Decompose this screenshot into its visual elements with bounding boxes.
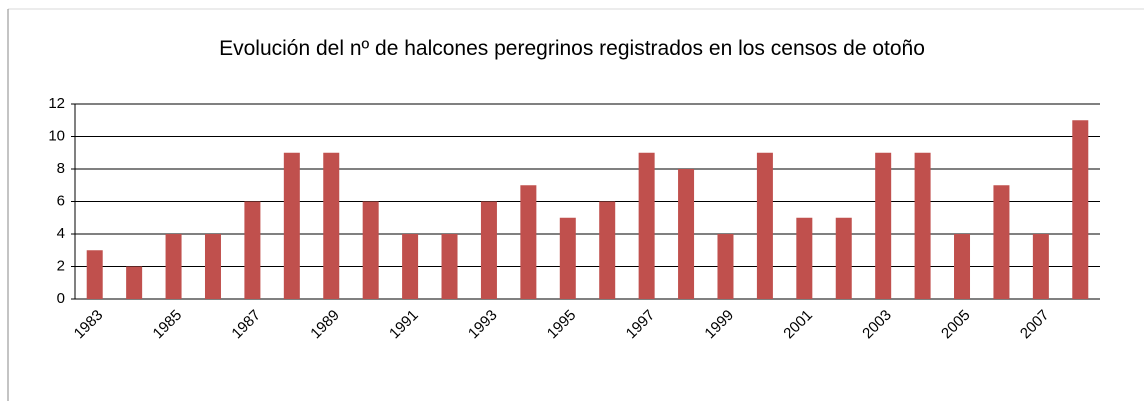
x-tick-label: 2007	[1017, 307, 1053, 343]
x-tick-label: 1989	[307, 307, 343, 343]
x-tick-label: 1993	[465, 307, 501, 343]
y-tick-label: 4	[57, 225, 65, 242]
bar	[717, 234, 734, 299]
bar	[678, 169, 695, 299]
y-tick-label: 2	[57, 257, 65, 274]
x-tick-label: 1999	[701, 307, 737, 343]
y-tick-label: 10	[48, 127, 65, 144]
bar	[599, 201, 616, 299]
bar	[283, 152, 300, 299]
bar	[323, 152, 340, 299]
bar	[362, 201, 379, 299]
bar	[126, 266, 143, 299]
x-tick-label: 2003	[859, 307, 895, 343]
bar	[402, 234, 419, 299]
bar	[875, 152, 892, 299]
bar	[480, 201, 497, 299]
bar	[1032, 234, 1049, 299]
bar	[86, 250, 103, 299]
x-tick-label: 1983	[71, 307, 107, 343]
x-tick-label: 1997	[623, 307, 659, 343]
bar	[520, 185, 537, 299]
bar	[756, 152, 773, 299]
x-tick-label: 1985	[150, 307, 186, 343]
bar	[559, 217, 576, 299]
bar	[954, 234, 971, 299]
bar	[244, 201, 261, 299]
bar	[914, 152, 931, 299]
bar	[993, 185, 1010, 299]
bar	[165, 234, 182, 299]
bar	[835, 217, 852, 299]
x-tick-label: 1995	[544, 307, 580, 343]
bar	[204, 234, 221, 299]
x-tick-label: 1991	[386, 307, 422, 343]
bar	[441, 234, 458, 299]
bar	[1072, 120, 1089, 299]
y-tick-label: 0	[57, 290, 65, 307]
y-tick-label: 8	[57, 160, 65, 177]
bar	[638, 152, 655, 299]
x-tick-label: 2005	[938, 307, 974, 343]
y-tick-label: 6	[57, 192, 65, 209]
x-tick-label: 2001	[780, 307, 816, 343]
x-tick-label: 1987	[228, 307, 264, 343]
y-tick-label: 12	[48, 95, 65, 112]
bar	[796, 217, 813, 299]
chart-title: Evolución del nº de halcones peregrinos …	[219, 37, 925, 60]
